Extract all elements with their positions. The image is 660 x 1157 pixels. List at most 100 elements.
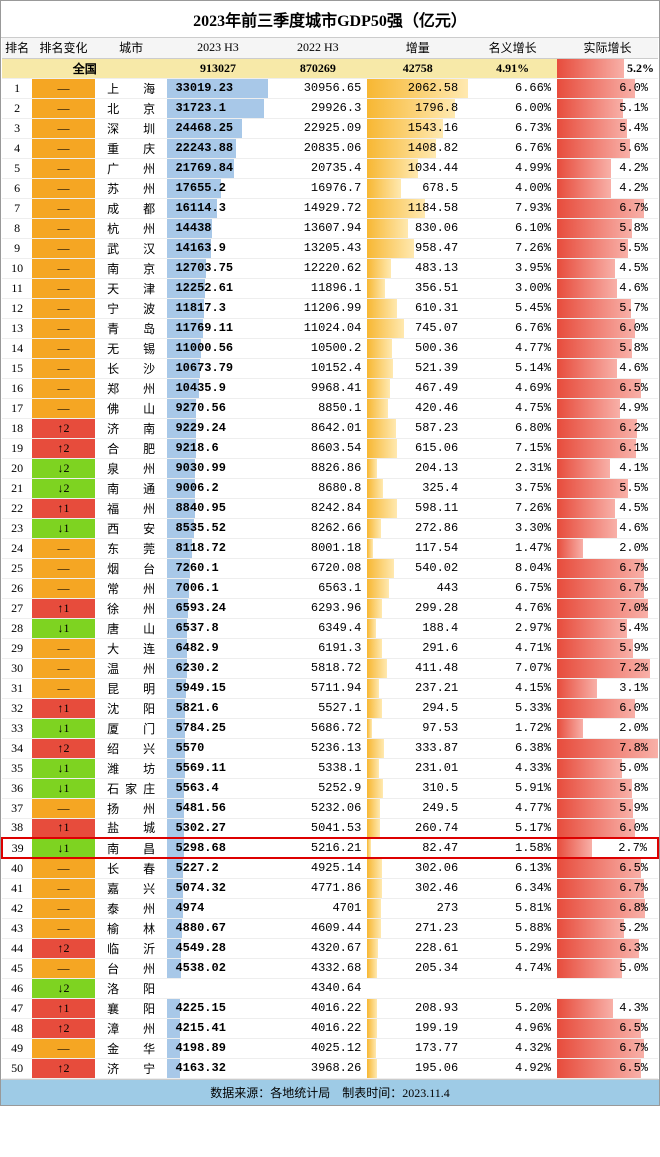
cell-nom: 6.00% bbox=[468, 98, 557, 118]
cell-real: 5.0% bbox=[557, 958, 658, 978]
cell-city: 常 州 bbox=[95, 578, 168, 598]
cell-inc: 356.51 bbox=[367, 278, 468, 298]
cell-nom: 5.45% bbox=[468, 298, 557, 318]
cell-rank: 40 bbox=[2, 858, 32, 878]
cell-inc: 1796.8 bbox=[367, 98, 468, 118]
cell-city: 临 沂 bbox=[95, 938, 168, 958]
cell-real: 4.2% bbox=[557, 178, 658, 198]
cell-change: — bbox=[32, 138, 95, 158]
cell-nom: 7.26% bbox=[468, 238, 557, 258]
cell-rank: 13 bbox=[2, 318, 32, 338]
cell-inc: 500.36 bbox=[367, 338, 468, 358]
cell-change: ↑2 bbox=[32, 1058, 95, 1078]
table-row: 50↑2济 宁4163.323968.26195.064.92%6.5% bbox=[2, 1058, 658, 1078]
cell-2022: 9968.41 bbox=[268, 378, 367, 398]
cell-real: 6.5% bbox=[557, 1058, 658, 1078]
cell-2023: 5481.56 bbox=[167, 798, 268, 818]
cell-real: 5.5% bbox=[557, 238, 658, 258]
cell-nom: 6.75% bbox=[468, 578, 557, 598]
cell-2023: 4974 bbox=[167, 898, 268, 918]
cell-2022: 16976.7 bbox=[268, 178, 367, 198]
cell-real: 6.0% bbox=[557, 78, 658, 98]
cell-change: ↓1 bbox=[32, 618, 95, 638]
cell-city: 佛 山 bbox=[95, 398, 168, 418]
cell-real: 4.6% bbox=[557, 518, 658, 538]
cell-2023: 5569.11 bbox=[167, 758, 268, 778]
cell-city: 武 汉 bbox=[95, 238, 168, 258]
cell-change: — bbox=[32, 1038, 95, 1058]
cell-real: 5.9% bbox=[557, 638, 658, 658]
cell-real: 6.7% bbox=[557, 578, 658, 598]
cell-2023: 6482.9 bbox=[167, 638, 268, 658]
national-real: 5.2% bbox=[557, 58, 658, 78]
cell-2022: 5041.53 bbox=[268, 818, 367, 838]
table-row: 33↓1厦 门5784.255686.7297.531.72%2.0% bbox=[2, 718, 658, 738]
cell-city: 苏 州 bbox=[95, 178, 168, 198]
cell-2023: 14163.9 bbox=[167, 238, 268, 258]
cell-real: 6.5% bbox=[557, 858, 658, 878]
cell-change: — bbox=[32, 258, 95, 278]
cell-nom: 7.93% bbox=[468, 198, 557, 218]
cell-change: — bbox=[32, 218, 95, 238]
cell-inc: 521.39 bbox=[367, 358, 468, 378]
cell-real: 6.5% bbox=[557, 378, 658, 398]
cell-inc: 333.87 bbox=[367, 738, 468, 758]
cell-nom: 4.92% bbox=[468, 1058, 557, 1078]
cell-rank: 38 bbox=[2, 818, 32, 838]
cell-inc: 540.02 bbox=[367, 558, 468, 578]
cell-real: 5.8% bbox=[557, 218, 658, 238]
cell-change: — bbox=[32, 878, 95, 898]
cell-nom: 6.38% bbox=[468, 738, 557, 758]
cell-2022: 30956.65 bbox=[268, 78, 367, 98]
cell-nom: 4.32% bbox=[468, 1038, 557, 1058]
cell-change: — bbox=[32, 338, 95, 358]
table-row: 43—榆 林4880.674609.44271.235.88%5.2% bbox=[2, 918, 658, 938]
cell-real: 5.8% bbox=[557, 778, 658, 798]
cell-2022: 5216.21 bbox=[268, 838, 367, 858]
cell-2022: 20735.4 bbox=[268, 158, 367, 178]
cell-nom: 4.00% bbox=[468, 178, 557, 198]
national-inc: 42758 bbox=[367, 58, 468, 78]
table-footer: 数据来源：各地统计局 制表时间：2023.11.4 bbox=[1, 1079, 659, 1105]
cell-city: 成 都 bbox=[95, 198, 168, 218]
table-row: 11—天 津12252.6111896.1356.513.00%4.6% bbox=[2, 278, 658, 298]
table-row: 30—温 州6230.25818.72411.487.07%7.2% bbox=[2, 658, 658, 678]
cell-change: — bbox=[32, 118, 95, 138]
table-row: 37—扬 州5481.565232.06249.54.77%5.9% bbox=[2, 798, 658, 818]
cell-real: 6.0% bbox=[557, 318, 658, 338]
cell-inc: 411.48 bbox=[367, 658, 468, 678]
cell-change: ↓1 bbox=[32, 718, 95, 738]
cell-city: 盐 城 bbox=[95, 818, 168, 838]
table-row: 42—泰 州497447012735.81%6.8% bbox=[2, 898, 658, 918]
cell-rank: 35 bbox=[2, 758, 32, 778]
cell-real: 5.2% bbox=[557, 918, 658, 938]
hdr-rank: 排名 bbox=[2, 38, 32, 58]
cell-inc: 97.53 bbox=[367, 718, 468, 738]
cell-change: ↑1 bbox=[32, 998, 95, 1018]
cell-nom: 4.77% bbox=[468, 798, 557, 818]
cell-inc: 610.31 bbox=[367, 298, 468, 318]
cell-inc: 1408.82 bbox=[367, 138, 468, 158]
cell-real: 5.8% bbox=[557, 338, 658, 358]
cell-2023: 11000.56 bbox=[167, 338, 268, 358]
cell-inc: 302.06 bbox=[367, 858, 468, 878]
cell-inc: 188.4 bbox=[367, 618, 468, 638]
cell-real: 5.5% bbox=[557, 478, 658, 498]
cell-real: 6.2% bbox=[557, 418, 658, 438]
cell-nom: 6.10% bbox=[468, 218, 557, 238]
cell-2022: 8001.18 bbox=[268, 538, 367, 558]
cell-2022: 22925.09 bbox=[268, 118, 367, 138]
cell-2022: 4320.67 bbox=[268, 938, 367, 958]
cell-2023: 10673.79 bbox=[167, 358, 268, 378]
table-row: 18↑2济 南9229.248642.01587.236.80%6.2% bbox=[2, 418, 658, 438]
cell-nom: 5.14% bbox=[468, 358, 557, 378]
cell-change: — bbox=[32, 158, 95, 178]
cell-2022: 5236.13 bbox=[268, 738, 367, 758]
cell-nom: 5.20% bbox=[468, 998, 557, 1018]
cell-nom: 7.07% bbox=[468, 658, 557, 678]
cell-inc: 310.5 bbox=[367, 778, 468, 798]
cell-real: 5.4% bbox=[557, 618, 658, 638]
cell-change: ↑1 bbox=[32, 498, 95, 518]
cell-inc: 228.61 bbox=[367, 938, 468, 958]
cell-2022: 8826.86 bbox=[268, 458, 367, 478]
